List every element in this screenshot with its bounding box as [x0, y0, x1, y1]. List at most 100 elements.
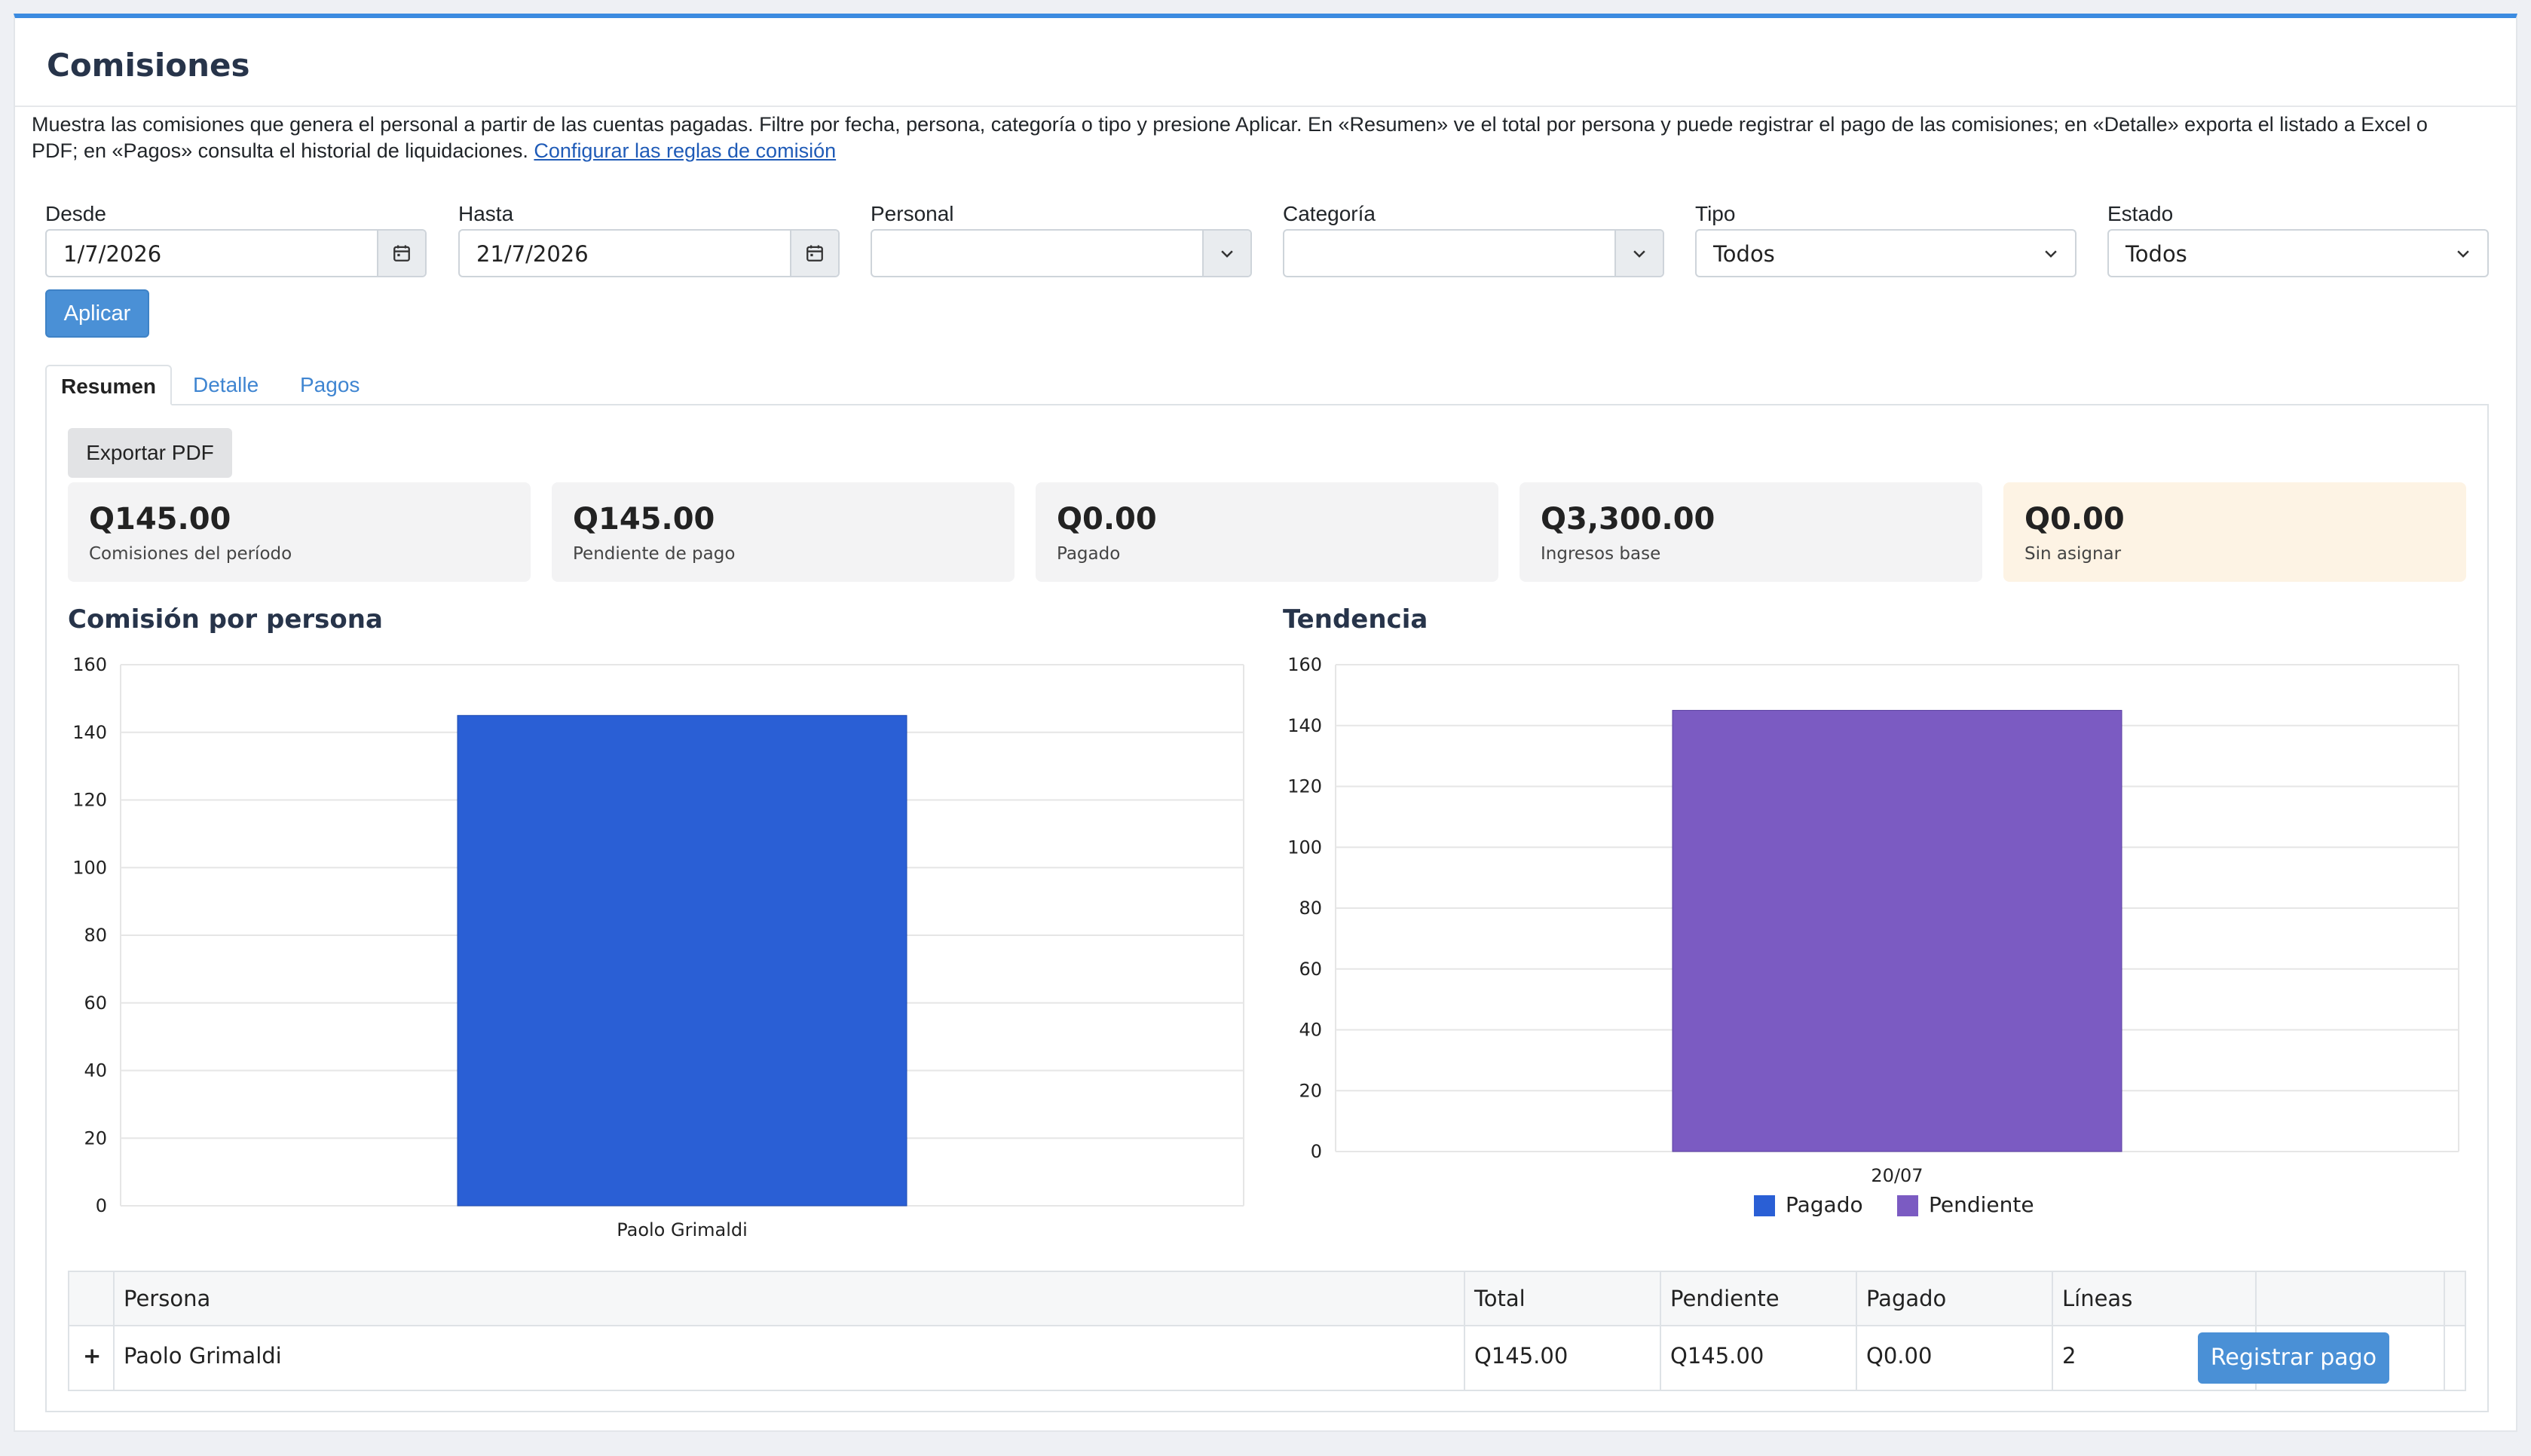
y-tick-label: 60	[84, 993, 107, 1014]
tabs-divider	[45, 404, 2489, 405]
summary-table: Persona Total Pendiente Pagado Líneas + …	[68, 1271, 2466, 1391]
kpi-value: Q0.00	[2024, 502, 2125, 537]
y-tick-label: 160	[72, 654, 107, 675]
y-tick-label: 20	[84, 1127, 107, 1149]
row-pendiente: Q145.00	[1670, 1343, 1764, 1369]
calendar-icon[interactable]	[790, 231, 838, 276]
estado-label: Estado	[2107, 202, 2174, 225]
y-tick-label: 40	[1299, 1020, 1322, 1041]
desde-value: 1/7/2026	[63, 241, 162, 267]
col-divider	[2255, 1272, 2257, 1390]
categoria-select[interactable]	[1283, 229, 1664, 277]
row-total: Q145.00	[1474, 1343, 1568, 1369]
y-tick-label: 60	[1299, 959, 1322, 980]
page-title: Comisiones	[47, 47, 250, 84]
resumen-panel	[45, 404, 2489, 1412]
kpi-label: Pagado	[1057, 544, 1121, 564]
export-pdf-button[interactable]: Exportar PDF	[68, 428, 232, 478]
y-tick-label: 160	[1287, 654, 1322, 675]
y-tick-label: 100	[1287, 837, 1322, 858]
chart-title-persona: Comisión por persona	[68, 604, 383, 635]
x-tick-label: Paolo Grimaldi	[617, 1219, 748, 1240]
legend-swatch	[1754, 1195, 1775, 1216]
y-tick-label: 140	[72, 722, 107, 743]
tab-detalle[interactable]: Detalle	[193, 373, 259, 396]
legend-swatch	[1897, 1195, 1918, 1216]
estado-select[interactable]: Todos	[2107, 229, 2489, 277]
y-tick-label: 20	[1299, 1080, 1322, 1101]
table-header	[69, 1272, 2465, 1326]
col-header-lineas: Líneas	[2062, 1286, 2133, 1311]
calendar-icon[interactable]	[377, 231, 425, 276]
desde-date-input[interactable]: 1/7/2026	[45, 229, 427, 277]
commission-rules-link[interactable]: Configurar las reglas de comisión	[534, 139, 837, 162]
kpi-label: Pendiente de pago	[573, 544, 736, 564]
chevron-down-icon[interactable]	[1614, 231, 1663, 276]
chevron-down-icon	[2027, 231, 2075, 276]
kpi-label: Ingresos base	[1541, 544, 1661, 564]
legend-label: Pendiente	[1929, 1192, 2034, 1217]
kpi-comisiones: Q145.00 Comisiones del período	[68, 482, 531, 582]
tipo-select[interactable]: Todos	[1695, 229, 2077, 277]
col-header-total: Total	[1474, 1286, 1526, 1311]
col-header-pagado: Pagado	[1866, 1286, 1947, 1311]
col-divider	[1856, 1272, 1857, 1390]
expand-row-button[interactable]: +	[83, 1343, 102, 1369]
hasta-value: 21/7/2026	[476, 241, 589, 267]
col-divider	[1660, 1272, 1661, 1390]
personal-select[interactable]	[871, 229, 1252, 277]
tab-resumen[interactable]: Resumen	[45, 365, 172, 405]
y-tick-label: 100	[72, 857, 107, 878]
apply-button[interactable]: Aplicar	[45, 289, 149, 338]
kpi-label: Comisiones del período	[89, 544, 292, 564]
row-lineas: 2	[2062, 1343, 2077, 1369]
col-divider	[2052, 1272, 2053, 1390]
col-header-persona: Persona	[124, 1286, 211, 1311]
tab-pagos[interactable]: Pagos	[300, 373, 360, 396]
desde-label: Desde	[45, 202, 106, 225]
tipo-label: Tipo	[1695, 202, 1736, 225]
categoria-label: Categoría	[1283, 202, 1376, 225]
y-tick-label: 40	[84, 1060, 107, 1081]
row-persona: Paolo Grimaldi	[124, 1343, 282, 1369]
kpi-value: Q3,300.00	[1541, 502, 1715, 537]
kpi-value: Q145.00	[573, 502, 715, 537]
chevron-down-icon	[2439, 231, 2487, 276]
kpi-label: Sin asignar	[2024, 544, 2122, 564]
y-tick-label: 120	[72, 790, 107, 811]
chart-title-tendencia: Tendencia	[1283, 604, 1428, 635]
chart-tendencia: 0 20 40 60 80 100 120 140 160 20/07 Pagado Pendient…	[1287, 654, 2459, 1217]
row-pagado: Q0.00	[1866, 1343, 1933, 1369]
page-description: Muestra las comisiones que genera el per…	[32, 112, 2466, 164]
kpi-sin-asignar: Q0.00 Sin asignar	[2003, 482, 2466, 582]
y-tick-label: 140	[1287, 715, 1322, 736]
chart-comision-persona: 0 20 40 60 80 100 120 140 160 Paolo Grimaldi	[72, 654, 1244, 1240]
y-tick-label: 0	[96, 1195, 107, 1216]
personal-label: Personal	[871, 202, 954, 225]
kpi-value: Q145.00	[89, 502, 231, 537]
bar-pendiente	[1672, 710, 2122, 1152]
y-tick-label: 80	[1299, 898, 1322, 919]
estado-value: Todos	[2125, 241, 2187, 267]
col-divider	[1464, 1272, 1465, 1390]
kpi-value: Q0.00	[1057, 502, 1157, 537]
col-divider	[2444, 1272, 2445, 1390]
kpi-ingresos-base: Q3,300.00 Ingresos base	[1520, 482, 1982, 582]
registrar-pago-button[interactable]: Registrar pago	[2198, 1332, 2389, 1384]
col-header-pendiente: Pendiente	[1670, 1286, 1780, 1311]
y-tick-label: 80	[84, 925, 107, 946]
card-header: Comisiones	[15, 18, 2516, 107]
tipo-value: Todos	[1713, 241, 1775, 267]
chevron-down-icon[interactable]	[1202, 231, 1250, 276]
legend-label: Pagado	[1786, 1192, 1863, 1217]
hasta-label: Hasta	[458, 202, 514, 225]
col-divider	[113, 1272, 115, 1390]
x-tick-label: 20/07	[1871, 1165, 1923, 1186]
kpi-pagado: Q0.00 Pagado	[1036, 482, 1498, 582]
bar	[457, 714, 907, 1207]
y-tick-label: 120	[1287, 776, 1322, 797]
y-tick-label: 0	[1311, 1141, 1322, 1162]
hasta-date-input[interactable]: 21/7/2026	[458, 229, 840, 277]
description-text: Muestra las comisiones que genera el per…	[32, 113, 2428, 162]
kpi-pendiente: Q145.00 Pendiente de pago	[552, 482, 1015, 582]
